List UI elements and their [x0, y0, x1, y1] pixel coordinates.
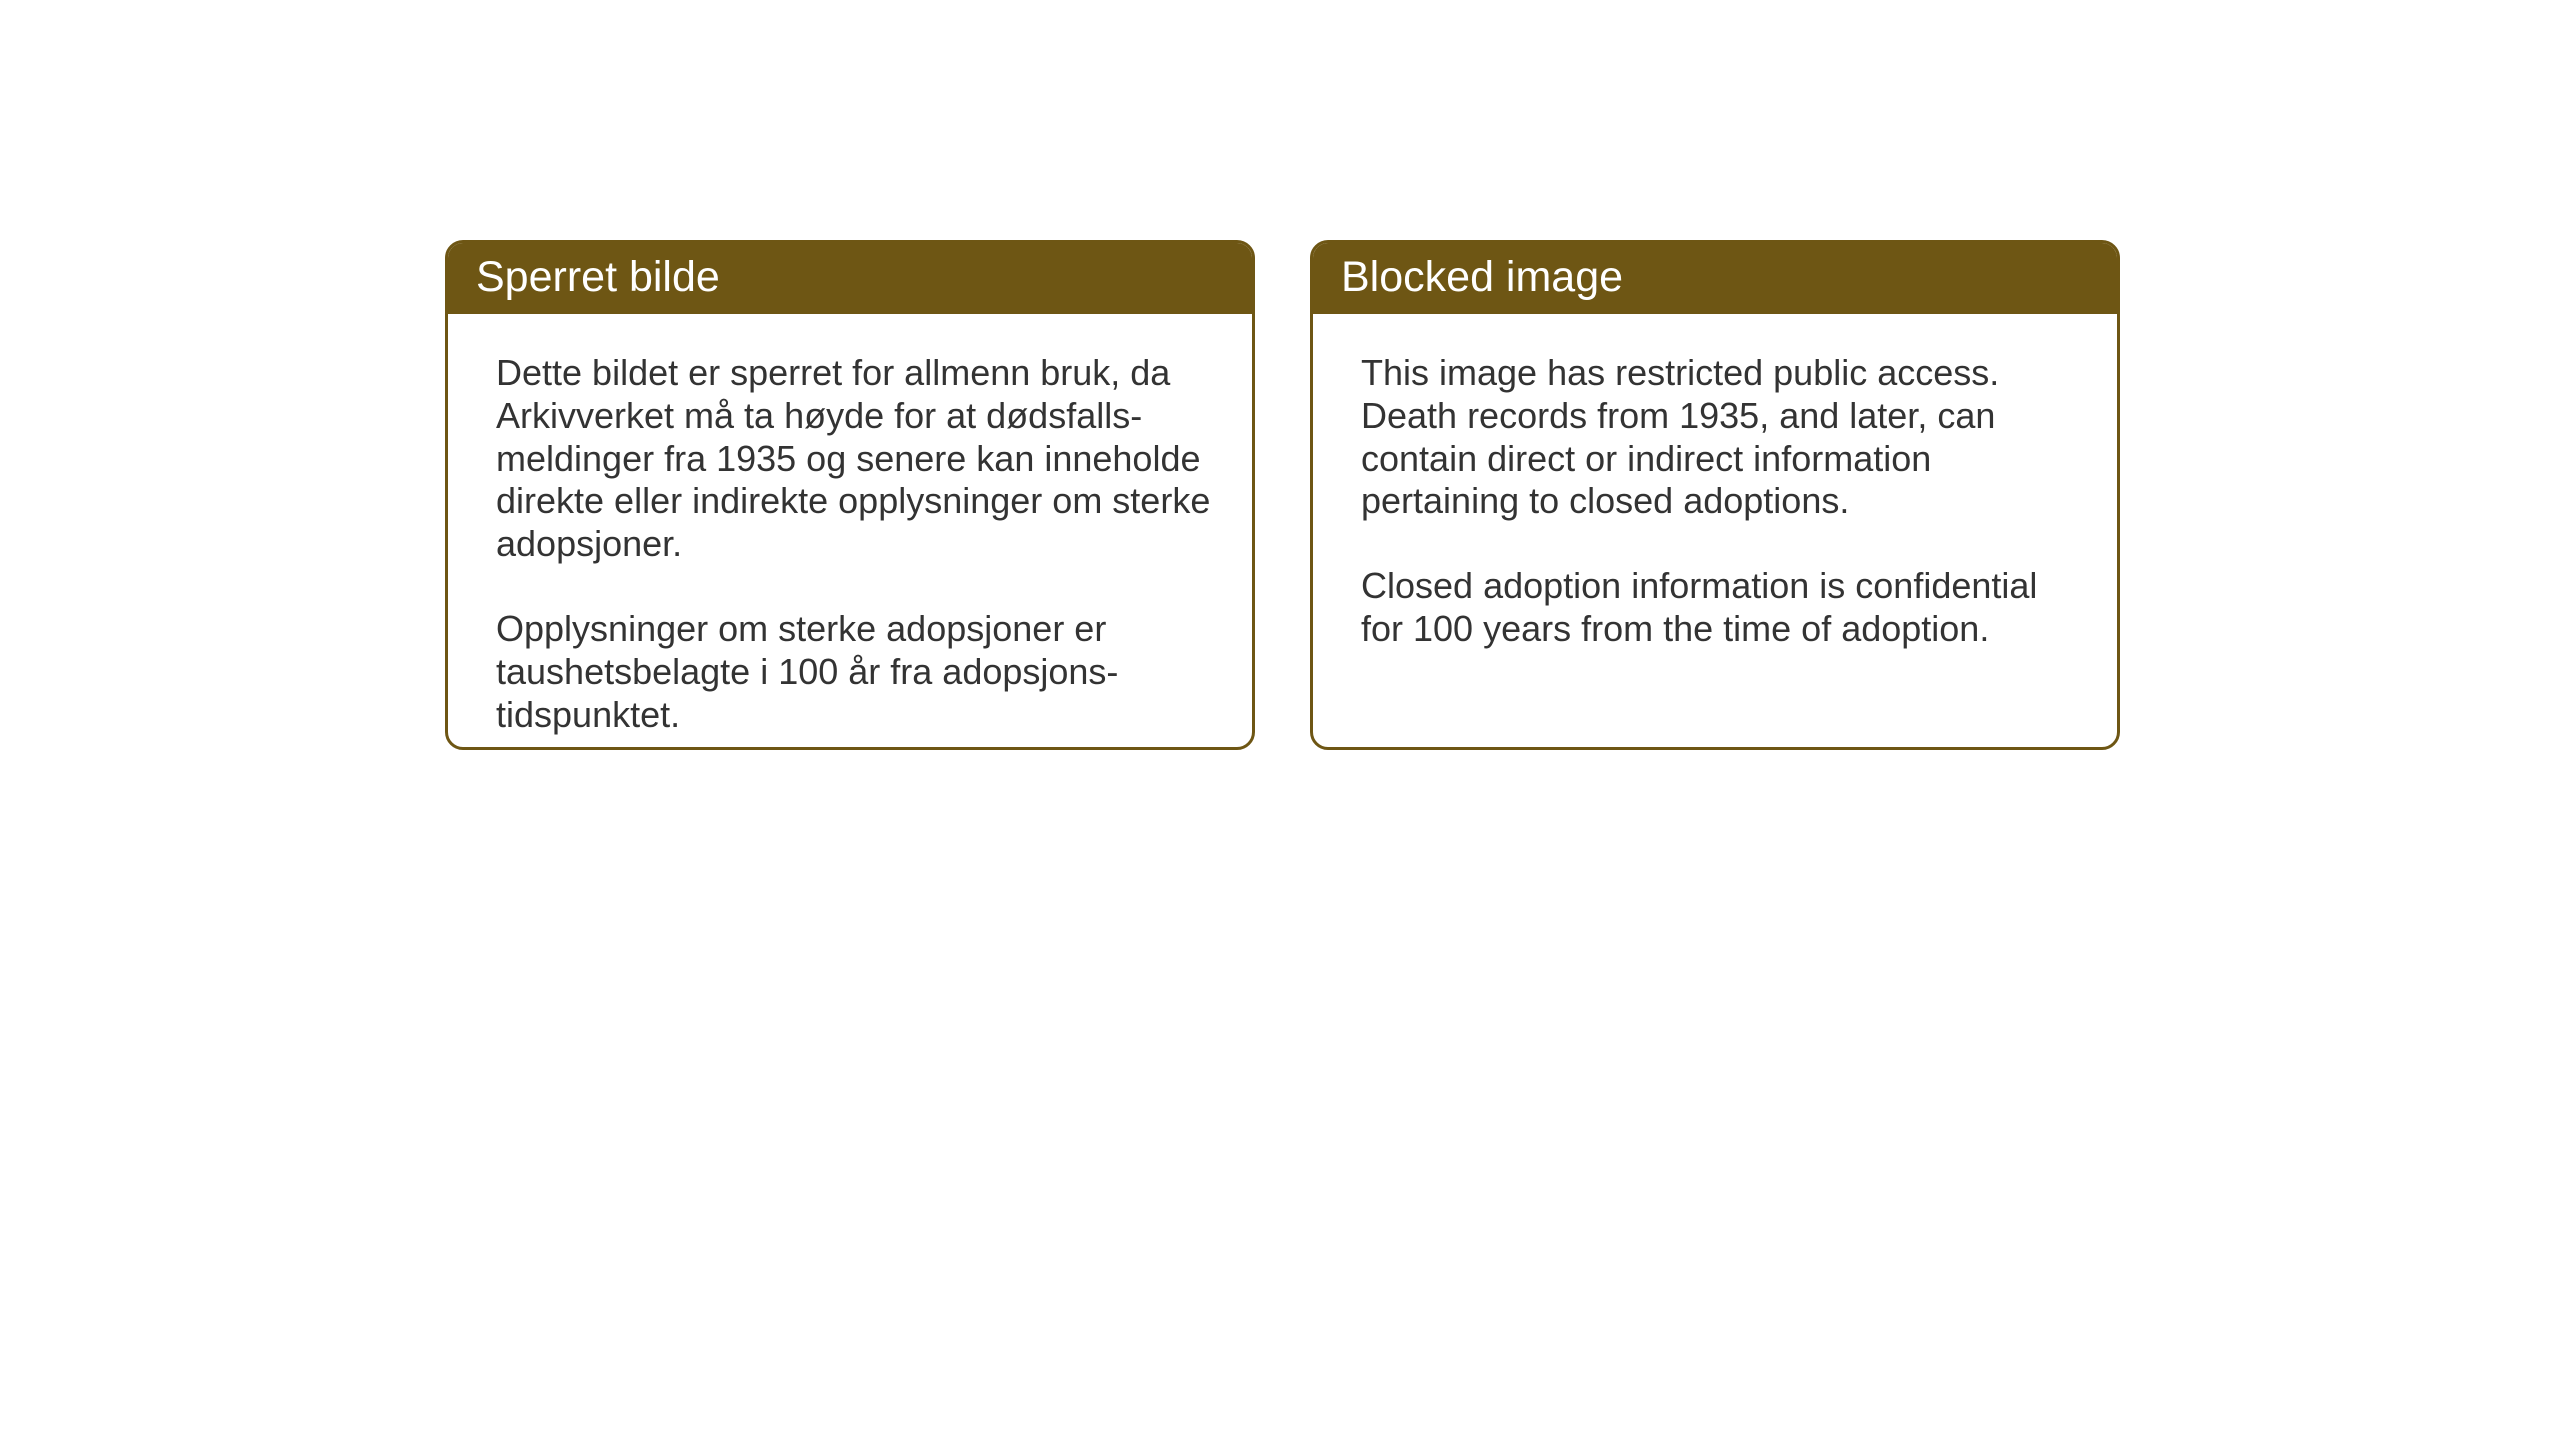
card-title-english: Blocked image [1341, 253, 1623, 301]
notice-card-norwegian: Sperret bilde Dette bildet er sperret fo… [445, 240, 1255, 750]
card-title-norwegian: Sperret bilde [476, 253, 720, 301]
card-body-english: This image has restricted public access.… [1313, 314, 2117, 681]
card-paragraph-norwegian-1: Dette bildet er sperret for allmenn bruk… [496, 352, 1212, 566]
card-paragraph-english-2: Closed adoption information is confident… [1361, 565, 2077, 651]
card-paragraph-english-1: This image has restricted public access.… [1361, 352, 2077, 523]
card-header-norwegian: Sperret bilde [448, 243, 1252, 314]
card-body-norwegian: Dette bildet er sperret for allmenn bruk… [448, 314, 1252, 750]
notice-cards-container: Sperret bilde Dette bildet er sperret fo… [445, 240, 2120, 750]
card-paragraph-norwegian-2: Opplysninger om sterke adopsjoner er tau… [496, 608, 1212, 736]
notice-card-english: Blocked image This image has restricted … [1310, 240, 2120, 750]
card-header-english: Blocked image [1313, 243, 2117, 314]
